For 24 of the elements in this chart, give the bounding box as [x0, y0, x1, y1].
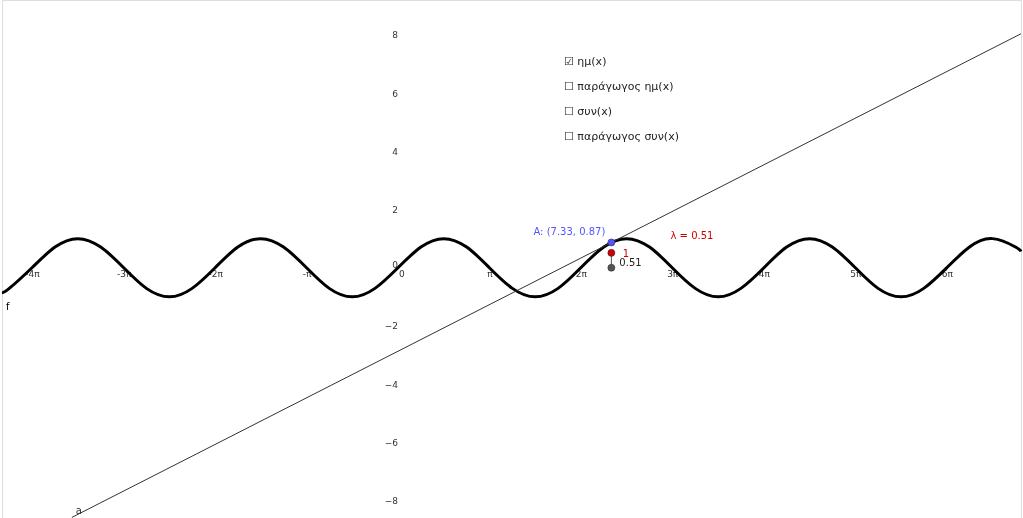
- x-tick-label: 4π: [758, 269, 771, 280]
- point: [607, 249, 616, 257]
- y-tick-label: 0: [392, 259, 399, 270]
- y-tick-label: 6: [392, 88, 399, 99]
- x-tick-label: 0: [399, 269, 406, 280]
- x-tick-label: -4π: [25, 269, 41, 280]
- y-tick-label: 2: [392, 205, 399, 216]
- x-tick-label: π: [487, 269, 494, 280]
- annotation: ☐ παράγωγος ημ(x): [564, 80, 674, 93]
- annotation: ☐ παράγωγος συν(x): [564, 130, 679, 143]
- annotation: λ = 0.51: [670, 230, 714, 242]
- y-tick-label: 8: [392, 30, 399, 41]
- series-label: f: [6, 300, 10, 312]
- annotation: A: (7.33, 0.87): [533, 226, 606, 238]
- y-tick-label: −2: [384, 321, 399, 332]
- point: [607, 263, 616, 272]
- annotation: ☑ ημ(x): [564, 55, 607, 68]
- y-tick-label: −8: [384, 496, 399, 507]
- y-tick-label: 4: [392, 146, 399, 157]
- y-tick-label: −6: [384, 437, 399, 448]
- point: [607, 238, 616, 247]
- annotation: ☐ συν(x): [564, 105, 612, 118]
- line-series: [0, 237, 1023, 299]
- y-tick-label: −4: [384, 379, 399, 390]
